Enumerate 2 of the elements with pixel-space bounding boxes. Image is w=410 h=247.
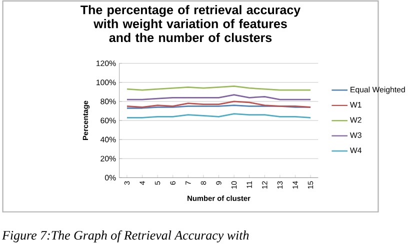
chart-title: The percentage of retrieval accuracy with weight variation of features and the number of clusters <box>80 5 301 42</box>
caption: Figure 7:The Graph of Retrieval Accuracy with <box>2 230 249 242</box>
